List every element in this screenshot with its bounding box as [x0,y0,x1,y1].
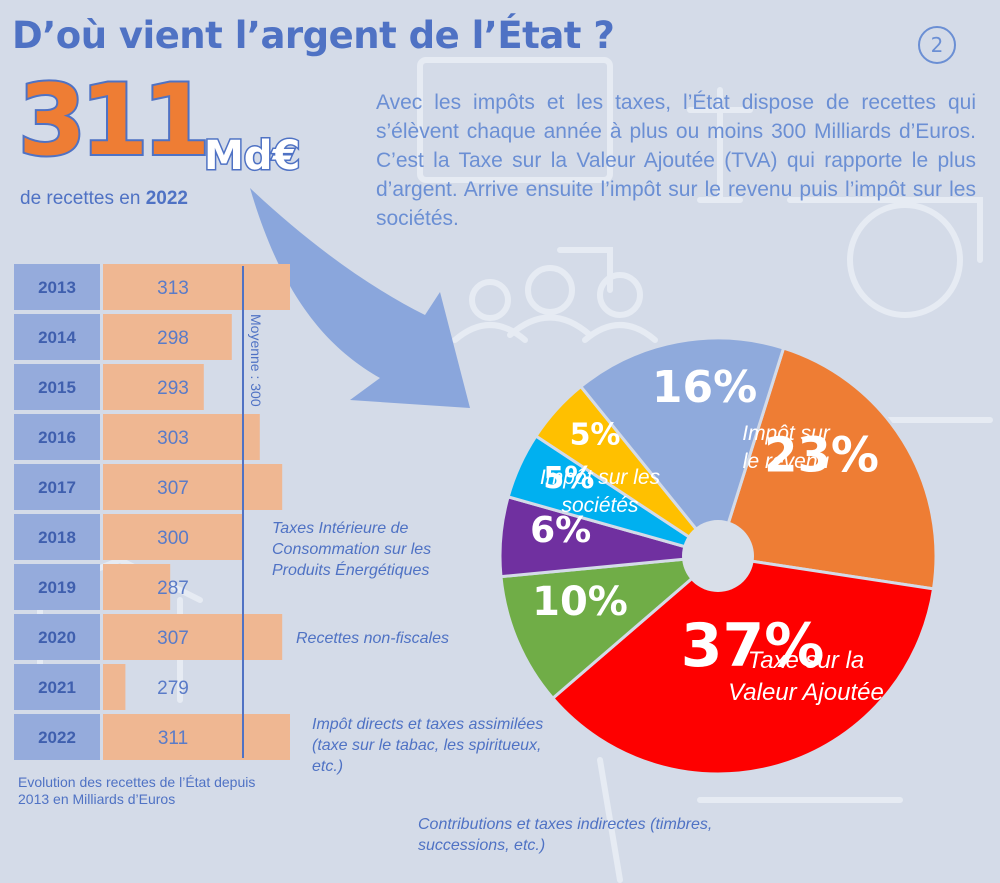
pie-slice [578,336,786,560]
slice-percent-label: 5% [570,417,621,452]
donut-hole [682,520,754,592]
bar [103,614,283,660]
slice-percent-label: 6% [530,510,591,551]
page-number-badge: 2 [918,26,956,64]
arrow-graphic [250,188,470,408]
bar-value-label: 298 [157,328,189,349]
headline-value: 311 [16,64,213,178]
year-cell [14,564,100,610]
bar-value-label: 293 [157,378,189,399]
year-cell [14,664,100,710]
pie-slice [716,346,938,591]
bar [103,364,204,410]
bar-value-label: 303 [157,428,189,449]
year-label: 2014 [38,328,76,347]
intro-paragraph: Avec les impôts et les taxes, l’État dis… [376,91,976,230]
subtitle-year: 2022 [145,188,188,209]
bar [103,664,126,710]
subtitle-prefix: de recettes en [20,188,141,209]
year-label: 2022 [38,728,76,747]
slice-name-label: Impôt sur les sociétés [540,466,661,517]
year-cell [14,514,100,560]
year-label: 2017 [38,478,76,497]
label-impots-directs: Impôt directs et taxes assimilées (taxe … [312,716,544,775]
year-cell [14,614,100,660]
bar [103,264,290,310]
year-label: 2020 [38,628,76,647]
slice-percent-label: 5% [543,461,594,496]
average-label: Moyenne : 300 [248,314,264,407]
slice-percent-label: 10% [532,579,628,625]
year-label: 2021 [38,678,76,697]
slice-percent-label: 37% [681,611,825,681]
year-cell [14,314,100,360]
page-title: D’où vient l’argent de l’État ? [12,14,615,57]
year-label: 2013 [38,278,76,297]
donut-chart: 23% 37% 10% 6% 5% 5% 16% Impôt sur le revenu Taxe… [498,336,938,776]
bar-value-label: 311 [158,728,188,749]
label-recettes-non-fiscales: Recettes non-fiscales [296,630,449,647]
slice-percent-label: 16% [652,362,757,413]
year-cell [14,714,100,760]
slice-percent-label: 23% [764,428,879,484]
bar [103,514,243,560]
year-label: 2015 [38,378,76,397]
bar [103,314,232,360]
headline-subtitle: de recettes en 2022 [20,188,188,210]
bar-value-label: 300 [157,528,189,549]
bar [103,714,290,760]
year-label: 2018 [38,528,76,547]
year-label: 2016 [38,428,76,447]
year-cell [14,414,100,460]
bar-chart-caption: Evolution des recettes de l’État depuis … [18,774,256,807]
bar [103,564,171,610]
year-cell [14,264,100,310]
slice-name-label: Taxe sur la Valeur Ajoutée [728,647,884,706]
pie-slice [550,554,936,776]
slice-name-label: Impôt sur le revenu [742,422,831,473]
bar-chart: 2013 313 2014 298 2015 293 2016 303 2017 307 2018 3… [14,264,290,760]
bar-value-label: 313 [157,278,189,299]
headline-unit: Md€ [202,133,301,179]
year-cell [14,364,100,410]
pie-slice [499,554,723,701]
bar [103,464,283,510]
bar [103,414,260,460]
label-contributions-indirectes: Contributions et taxes indirectes (timbr… [418,816,713,854]
bar-value-label: 307 [157,628,189,649]
label-ticpe: Taxes Intérieure de Consommation sur les… [272,520,432,579]
year-cell [14,464,100,510]
bar-value-label: 287 [157,578,189,599]
year-label: 2019 [38,578,76,597]
bar-value-label: 279 [157,678,189,699]
bar-value-label: 307 [157,478,189,499]
